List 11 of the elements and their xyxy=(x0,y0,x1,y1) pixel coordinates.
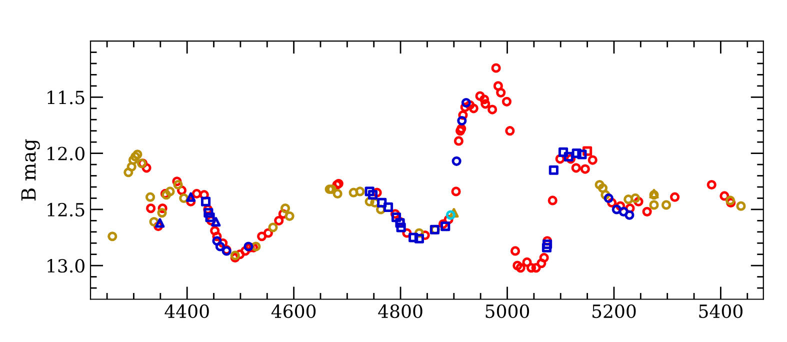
x-tick-label: 5200 xyxy=(592,304,636,318)
x-tick-label: 4800 xyxy=(378,304,422,318)
x-tick-label: 4600 xyxy=(271,304,316,318)
x-tick-label: 5400 xyxy=(699,304,742,318)
y-tick-label: 12.0 xyxy=(48,146,84,160)
y-axis-title: B mag xyxy=(21,139,40,201)
y-tick-label: 11.5 xyxy=(48,90,84,104)
y-tick-label: 12.5 xyxy=(48,202,84,217)
x-tick-label: 4400 xyxy=(164,304,209,318)
y-tick-label: 13.0 xyxy=(48,259,84,273)
x-tick-label: 5000 xyxy=(486,304,530,318)
